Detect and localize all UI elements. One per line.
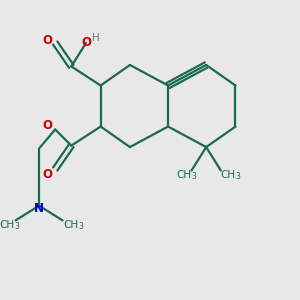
Text: O: O (82, 36, 92, 49)
Text: CH: CH (220, 170, 236, 180)
Text: CH: CH (177, 170, 192, 180)
Text: 3: 3 (79, 222, 83, 231)
Text: O: O (42, 119, 52, 133)
Text: O: O (42, 167, 52, 181)
Text: 3: 3 (191, 172, 196, 182)
Text: 3: 3 (236, 172, 240, 182)
Text: 3: 3 (14, 222, 19, 231)
Text: H: H (92, 33, 100, 43)
Text: N: N (34, 202, 44, 215)
Text: CH: CH (64, 220, 79, 230)
Text: CH: CH (0, 220, 14, 230)
Text: O: O (42, 34, 52, 46)
